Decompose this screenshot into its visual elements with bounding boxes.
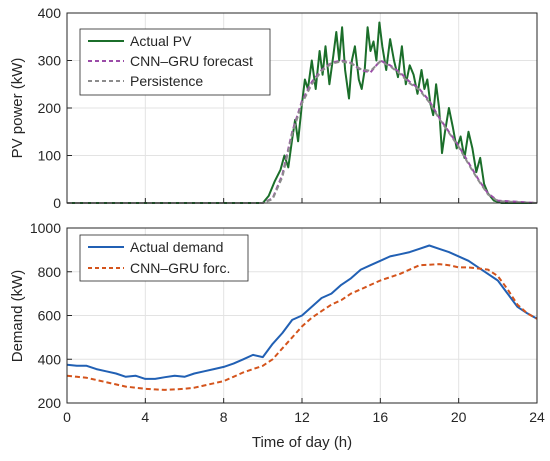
demand-y-tick-label: 400: [38, 351, 62, 367]
legend-label-cnn-gru-forecast: CNN–GRU forecast: [130, 53, 253, 69]
pv-series-cnn-gru-forecast-line: [67, 59, 538, 204]
demand-y-tick-label: 200: [38, 395, 62, 411]
demand-series: [66, 244, 538, 391]
pv-y-axis-label: PV power (kW): [9, 58, 26, 159]
pv-y-tick-label: 200: [38, 100, 62, 116]
demand-y-axis-label: Demand (kW): [9, 270, 26, 363]
legend-label-persistence: Persistence: [130, 73, 203, 89]
demand-legend: Actual demand CNN–GRU forc.: [79, 234, 249, 282]
demand-series-cnn-gru-forc-line: [66, 263, 538, 391]
demand-x-tick-label: 12: [294, 409, 310, 425]
demand-x-tick-label: 0: [63, 409, 71, 425]
legend-label-actual-pv: Actual PV: [130, 33, 192, 49]
demand-series-actual-demand-line: [66, 244, 538, 380]
pv-series: [67, 21, 538, 204]
demand-x-tick-label: 8: [220, 409, 228, 425]
demand-y-tick-label: 1000: [30, 220, 61, 236]
pv-ticks: 0 100 200 300 400: [38, 5, 538, 211]
demand-x-tick-label: 20: [451, 409, 467, 425]
demand-ticks: 0 4 8 12 16 20 24 200 400 600 800 1000: [30, 220, 545, 425]
demand-x-tick-label: 24: [529, 409, 545, 425]
legend-label-cnn-gru-forc: CNN–GRU forc.: [130, 260, 230, 276]
pv-legend: Actual PV CNN–GRU forecast Persistence: [79, 28, 271, 96]
pv-series-actual-pv-line: [67, 21, 537, 204]
demand-y-tick-label: 600: [38, 308, 62, 324]
demand-x-tick-label: 4: [141, 409, 149, 425]
pv-y-tick-label: 100: [38, 148, 62, 164]
legend-label-actual-demand: Actual demand: [130, 239, 223, 255]
pv-series-persistence-line: [67, 60, 538, 204]
demand-x-tick-label: 16: [373, 409, 389, 425]
pv-y-tick-label: 0: [53, 195, 61, 211]
pv-y-tick-label: 300: [38, 53, 62, 69]
pv-y-tick-label: 400: [38, 5, 62, 21]
pv-power-panel: 0 100 200 300 400 PV power (kW) Actual PV CN…: [9, 5, 538, 211]
demand-y-tick-label: 800: [38, 264, 62, 280]
x-axis-label: Time of day (h): [252, 434, 352, 451]
